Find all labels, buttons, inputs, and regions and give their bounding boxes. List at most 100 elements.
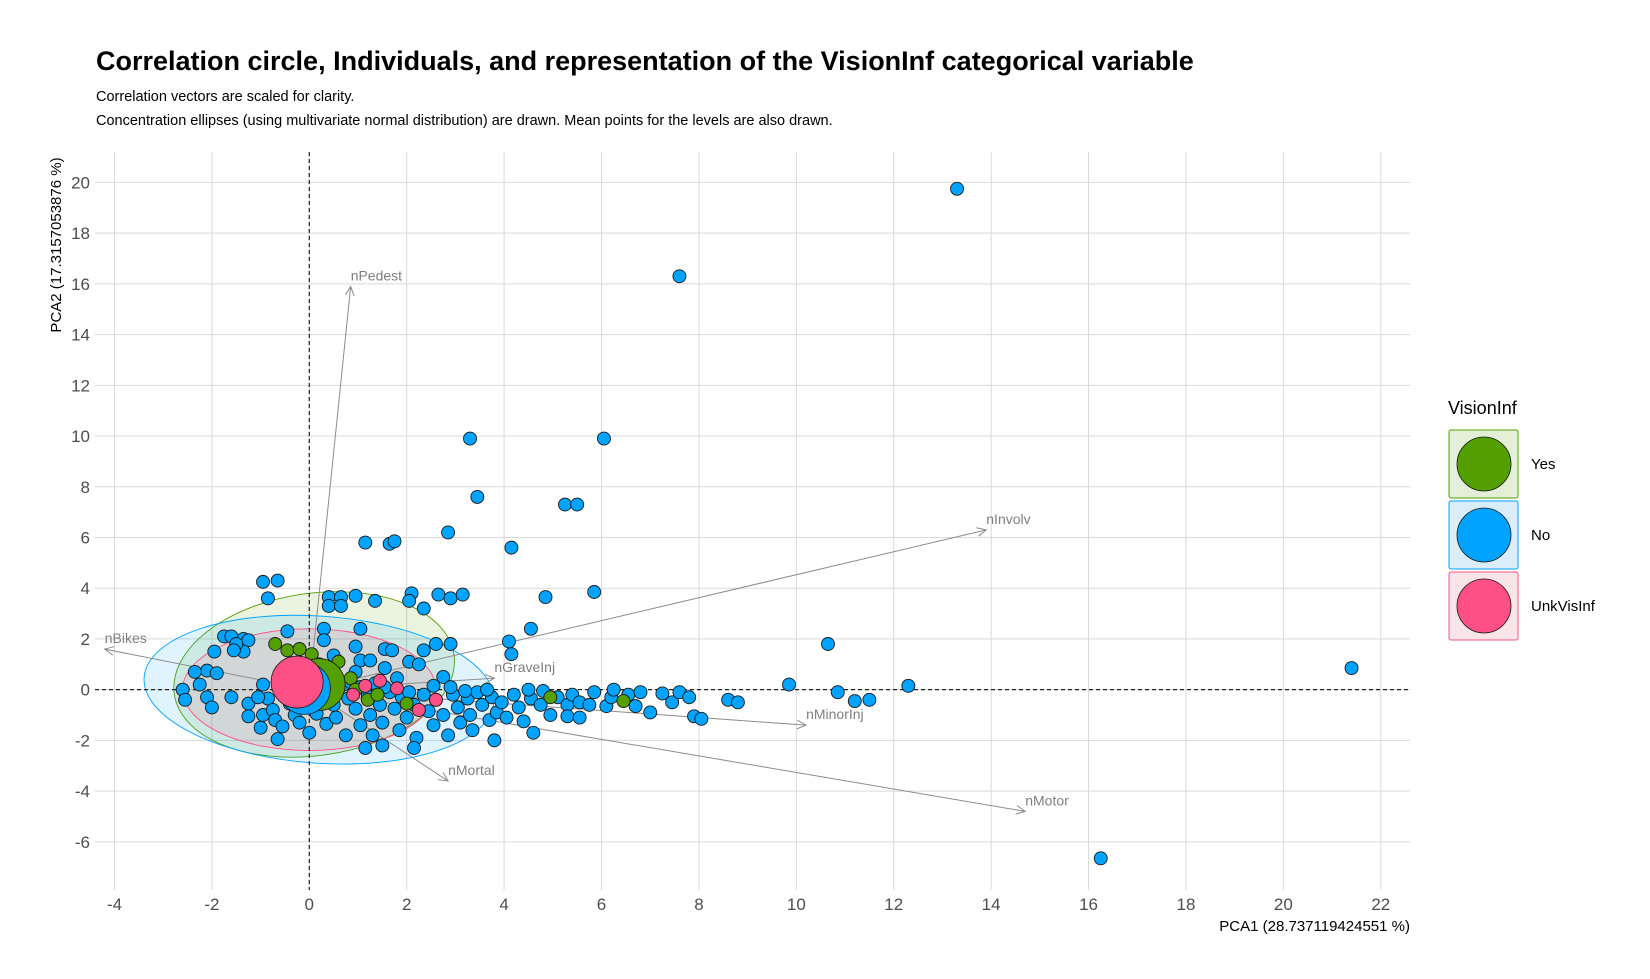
point-no [504,540,519,555]
point-unkvisinf [346,687,361,702]
y-tick-label: -4 [75,782,90,801]
point-no [511,700,526,715]
point-no [348,701,363,716]
point-no [443,591,458,606]
point-no [543,708,558,722]
vector-label: nGraveInj [494,659,555,675]
point-no [443,680,458,695]
point-no [436,670,451,684]
point-no [348,588,363,603]
x-tick-label: 4 [499,895,508,914]
point-no [504,647,519,662]
point-no [682,690,697,705]
x-tick-label: 20 [1274,895,1293,914]
mean-point-unkvisinf [270,655,324,709]
point-no [1344,661,1359,676]
point-no [1093,851,1108,866]
point-no [368,593,382,608]
y-tick-label: -6 [75,833,90,852]
x-tick-label: 12 [884,895,903,914]
point-no [209,666,224,681]
point-no [494,695,509,710]
point-no [558,497,572,512]
x-tick-label: 10 [787,895,806,914]
point-no [402,593,417,608]
point-no [572,710,587,725]
point-no [665,695,680,710]
point-no [224,690,239,705]
point-no [821,637,835,651]
point-no [463,708,477,722]
point-no [407,741,421,755]
y-tick-label: 12 [71,376,90,395]
point-no [375,715,390,730]
x-tick-label: 0 [305,895,314,914]
point-no [292,715,307,730]
point-no [523,621,538,636]
point-no [316,633,331,648]
point-no [506,687,521,702]
x-tick-label: 2 [402,895,411,914]
point-yes [268,637,283,651]
y-tick-label: 4 [81,579,90,598]
x-tick-label: 6 [597,895,606,914]
point-no [847,694,862,709]
point-no [187,664,202,679]
point-yes [543,690,558,705]
point-no [204,700,219,715]
vector-arrowhead [1015,805,1027,815]
legend-swatch-no [1456,507,1512,563]
point-no [470,489,485,504]
point-no [694,711,709,726]
legend-swatch-unkvisinf [1456,578,1512,634]
point-no [353,621,368,636]
point-no [334,599,348,613]
vector-label: nMinorInj [806,706,864,722]
vector-arrowhead [484,673,496,684]
point-no [363,653,378,668]
point-no [358,535,373,550]
point-no [587,685,602,700]
chart-subtitle-line-2: Concentration ellipses (using multivaria… [96,113,833,129]
legend-title: VisionInf [1448,398,1518,418]
point-no [901,678,916,693]
y-tick-label: 10 [71,427,90,446]
point-no [862,692,877,707]
point-unkvisinf [428,692,443,707]
x-tick-labels: -4 -2 0 2 4 6 8 10 12 14 16 18 20 22 [107,895,1390,914]
y-tick-label: 8 [81,478,90,497]
point-no [353,718,368,733]
point-no [387,701,402,716]
point-no [606,682,621,697]
point-no [416,687,431,702]
point-no [416,601,431,616]
point-no [436,708,451,722]
point-no [597,431,611,446]
point-unkvisinf [411,702,426,717]
point-no [253,720,268,735]
point-no [256,574,270,589]
point-no [830,685,845,700]
vector-label: nPedest [351,267,402,283]
point-no [241,709,256,724]
point-no [570,497,585,512]
point-no [453,715,468,730]
point-no [385,643,400,658]
y-tick-label: -2 [75,731,90,750]
reference-lines [95,152,1410,890]
point-no [633,685,648,700]
point-no [329,710,344,725]
point-no [443,637,458,651]
y-tick-label: 16 [71,275,90,294]
chart-title: Correlation circle, Individuals, and rep… [96,46,1194,76]
y-tick-labels: -6 -4 -2 0 2 4 6 8 10 12 14 16 18 20 [71,173,90,851]
point-no [302,725,317,740]
point-no [392,723,407,738]
point-no [375,738,390,753]
point-unkvisinf [372,673,387,688]
vector-arrowhead [796,719,808,730]
legend-label-unkvisinf: UnkVisInf [1531,598,1596,615]
legend-swatch-yes [1456,436,1512,492]
point-unkvisinf [358,678,373,693]
